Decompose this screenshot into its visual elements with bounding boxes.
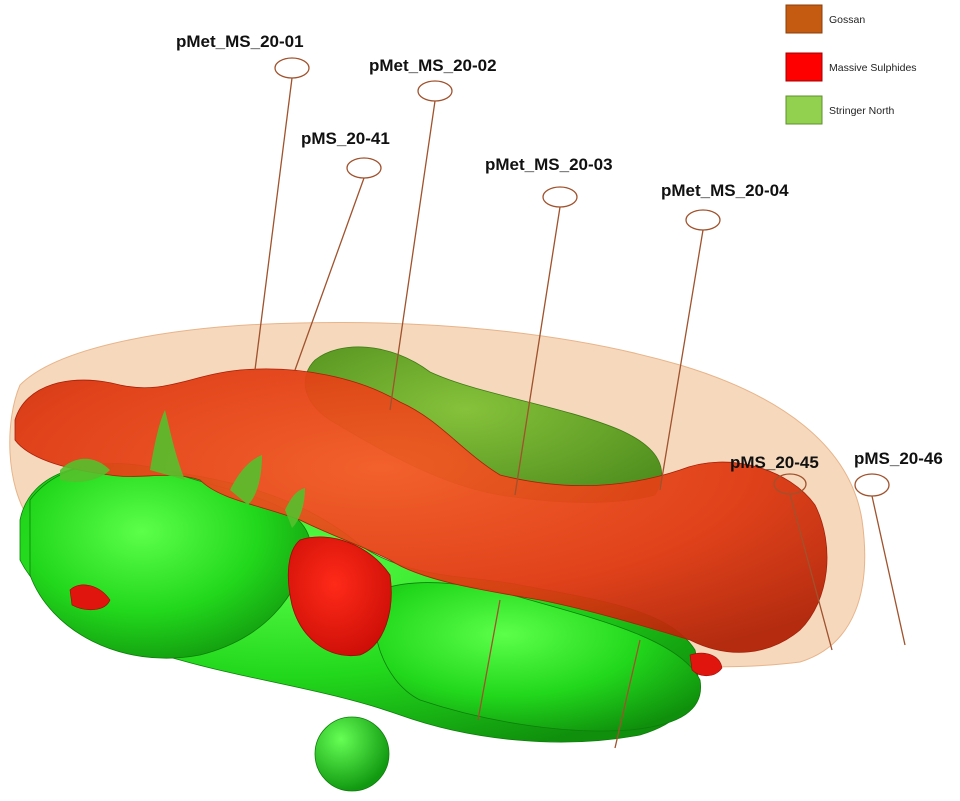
drill-traces: [254, 57, 906, 749]
legend: Gossan Massive Sulphides Stringer North: [785, 4, 917, 125]
hole-label: pMS_20-46: [854, 449, 943, 468]
stringer-spike: [150, 410, 185, 480]
drill-hole-labels: pMet_MS_20-01 pMet_MS_20-02 pMS_20-41 pM…: [176, 32, 943, 472]
massive-sulphides-small-lobe-left: [69, 584, 111, 610]
drill-collar: [854, 473, 890, 497]
drill-trace-lower: [477, 599, 501, 721]
drill-trace: [871, 495, 906, 646]
drill-trace-lower: [614, 639, 641, 749]
drill-trace: [659, 229, 704, 491]
legend-swatch-gossan: [785, 4, 823, 34]
drill-collar: [346, 157, 382, 179]
legend-label: Gossan: [829, 14, 865, 26]
drill-collar: [417, 80, 453, 102]
drill-trace: [789, 493, 833, 651]
hole-label: pMS_20-41: [301, 129, 390, 148]
stringer-spike: [60, 458, 110, 482]
drill-trace: [254, 77, 293, 371]
drill-collar: [685, 209, 721, 231]
drill-collar: [274, 57, 310, 79]
hole-label: pMS_20-45: [730, 453, 819, 472]
drill-trace: [389, 100, 436, 411]
legend-label: Massive Sulphides: [829, 62, 917, 74]
drill-trace: [514, 206, 561, 496]
drill-trace: [294, 177, 365, 371]
stringer-spike: [230, 455, 262, 505]
hole-label: pMet_MS_20-02: [369, 56, 497, 75]
massive-sulphides-pocket: [287, 536, 392, 657]
legend-swatch-massive-sulphides: [785, 52, 823, 82]
stringer-sphere: [314, 716, 390, 792]
hole-label: pMet_MS_20-01: [176, 32, 304, 51]
legend-label: Stringer North: [829, 105, 895, 117]
drill-collar: [542, 186, 578, 208]
massive-sulphides-small-lobe-right: [689, 652, 723, 677]
hole-label: pMet_MS_20-03: [485, 155, 613, 174]
hole-label: pMet_MS_20-04: [661, 181, 789, 200]
stringer-spike: [285, 488, 305, 528]
legend-swatch-stringer-north: [785, 95, 823, 125]
